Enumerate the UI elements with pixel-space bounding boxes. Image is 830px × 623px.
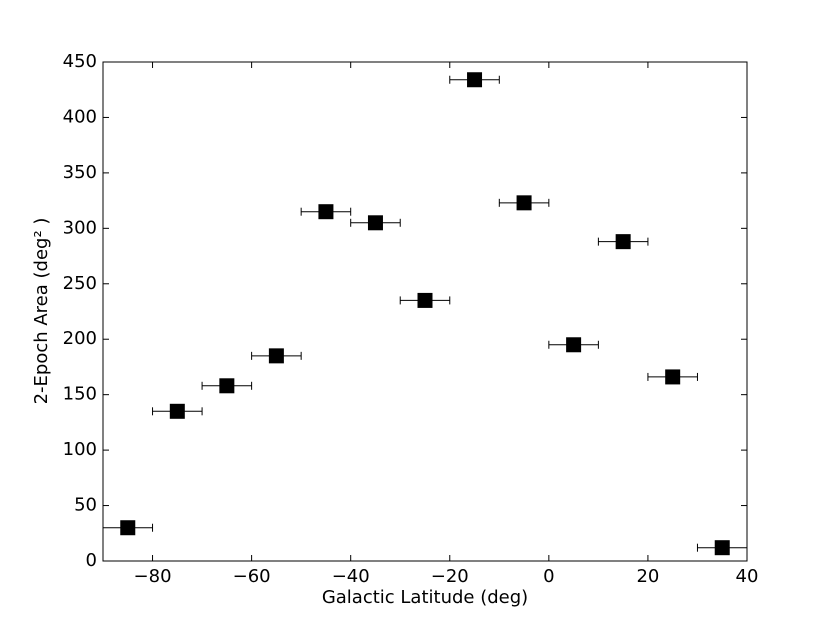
marker bbox=[169, 403, 185, 419]
y-axis-label: 2-Epoch Area (deg² ) bbox=[31, 218, 52, 405]
x-tick-label: −40 bbox=[332, 566, 370, 587]
marker bbox=[417, 292, 433, 308]
x-tick-label: −60 bbox=[233, 566, 271, 587]
x-axis-label: Galactic Latitude (deg) bbox=[322, 587, 528, 608]
marker bbox=[566, 337, 582, 353]
marker bbox=[268, 348, 284, 364]
y-tick-label: 450 bbox=[63, 51, 97, 72]
marker bbox=[120, 520, 136, 536]
y-tick-label: 400 bbox=[63, 106, 97, 127]
marker bbox=[516, 195, 532, 211]
y-tick-label: 0 bbox=[86, 550, 97, 571]
y-tick-label: 100 bbox=[63, 439, 97, 460]
marker bbox=[615, 234, 631, 250]
plot-frame bbox=[102, 61, 748, 562]
marker bbox=[219, 378, 235, 394]
marker bbox=[665, 369, 681, 385]
y-tick-label: 250 bbox=[63, 273, 97, 294]
x-tick-label: −80 bbox=[134, 566, 172, 587]
y-tick-label: 150 bbox=[63, 384, 97, 405]
x-tick-label: 40 bbox=[736, 566, 759, 587]
y-tick-label: 50 bbox=[74, 495, 97, 516]
marker bbox=[714, 540, 730, 556]
marker bbox=[467, 72, 483, 88]
y-tick-label: 350 bbox=[63, 162, 97, 183]
y-tick-label: 300 bbox=[63, 217, 97, 238]
x-tick-label: 20 bbox=[636, 566, 659, 587]
y-tick-label: 200 bbox=[63, 328, 97, 349]
x-tick-label: −20 bbox=[431, 566, 469, 587]
x-tick-label: 0 bbox=[543, 566, 554, 587]
marker bbox=[367, 215, 383, 231]
marker bbox=[318, 204, 334, 220]
